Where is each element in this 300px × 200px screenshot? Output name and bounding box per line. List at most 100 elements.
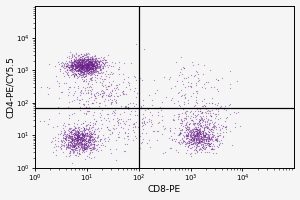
Point (85, 56, 90, 60)
Point (120, 89, 125, 93)
Point (74, 137, 79, 140)
Point (79, 66, 84, 69)
Point (103, 86, 108, 89)
Point (79, 135, 84, 138)
Point (75, 68, 80, 71)
Point (102, 137, 107, 141)
Point (197, 138, 202, 141)
Point (77, 67, 82, 70)
Point (85, 145, 89, 149)
Point (82, 135, 87, 139)
Point (66, 75, 71, 79)
Point (79, 137, 84, 140)
Point (190, 133, 195, 137)
Point (194, 127, 198, 130)
Point (54, 153, 59, 157)
Point (88, 138, 93, 142)
Point (73, 66, 77, 69)
Point (111, 71, 116, 74)
Point (203, 139, 208, 142)
Point (185, 145, 190, 148)
Point (64, 147, 68, 150)
Point (85, 72, 90, 75)
Point (79, 69, 84, 72)
Point (102, 63, 107, 67)
Point (201, 115, 206, 118)
Point (90, 72, 95, 75)
Point (87, 71, 92, 74)
Point (70, 148, 75, 151)
Point (60, 138, 65, 141)
Point (92, 58, 97, 62)
Point (109, 65, 114, 68)
Point (72, 125, 77, 128)
Point (87, 60, 92, 63)
Point (207, 141, 212, 145)
Point (140, 120, 145, 123)
Point (80, 61, 85, 64)
Point (210, 107, 215, 110)
Point (89, 69, 94, 72)
Point (91, 57, 96, 60)
Point (70, 67, 75, 70)
Point (192, 137, 197, 141)
Point (67, 151, 72, 155)
Point (85, 59, 90, 62)
Point (76, 134, 81, 137)
Point (82, 71, 87, 74)
Point (67, 134, 71, 137)
Point (82, 78, 87, 82)
Point (185, 134, 190, 137)
Point (81, 61, 85, 64)
Point (74, 63, 78, 66)
Point (95, 61, 100, 64)
Point (91, 140, 95, 143)
Point (196, 76, 201, 79)
Point (74, 66, 79, 69)
Point (206, 109, 211, 112)
Point (81, 57, 86, 60)
Point (69, 68, 74, 71)
Point (188, 129, 193, 133)
Point (78, 69, 82, 73)
Point (206, 127, 211, 130)
Point (79, 142, 83, 146)
Point (206, 111, 211, 114)
Point (95, 61, 100, 65)
Point (146, 107, 150, 110)
Point (77, 61, 82, 64)
Point (82, 53, 86, 56)
Point (183, 134, 188, 138)
Point (83, 147, 88, 150)
Point (96, 91, 101, 95)
Point (76, 140, 81, 143)
Point (194, 137, 199, 140)
Point (76, 64, 81, 67)
Point (79, 65, 84, 69)
Point (72, 144, 77, 147)
Point (62, 136, 67, 140)
Point (83, 64, 88, 67)
Point (82, 67, 87, 70)
Point (86, 68, 91, 71)
Point (73, 141, 78, 145)
Point (77, 143, 82, 146)
Point (81, 138, 85, 142)
Point (78, 69, 83, 72)
Point (81, 134, 86, 137)
Point (80, 68, 85, 71)
Point (155, 130, 160, 133)
Point (82, 140, 87, 143)
Point (81, 63, 86, 66)
Point (75, 135, 80, 138)
Point (189, 136, 194, 140)
Point (67, 133, 72, 136)
Point (80, 147, 85, 150)
Point (67, 68, 71, 71)
Point (192, 123, 197, 126)
Point (195, 134, 200, 137)
Point (126, 108, 131, 111)
Point (86, 66, 91, 69)
Point (188, 110, 193, 113)
Point (122, 61, 126, 65)
